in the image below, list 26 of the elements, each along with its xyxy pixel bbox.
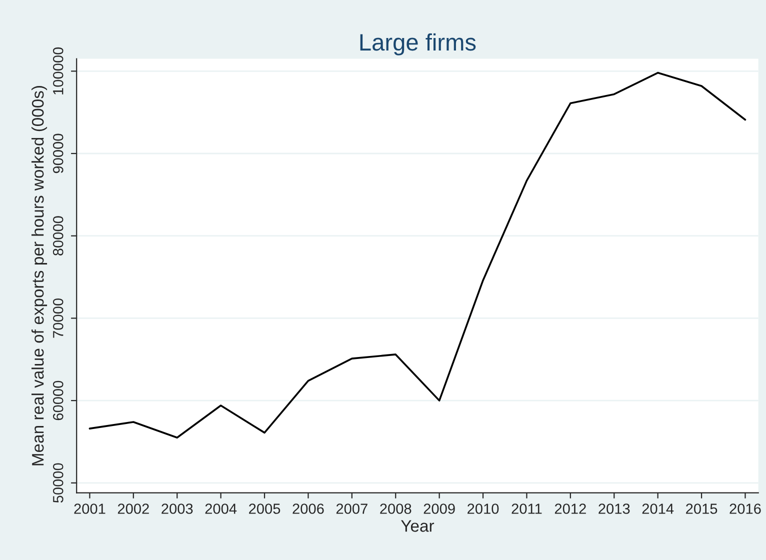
chart-title: Large firms (360, 33, 476, 56)
x-tick-label: 2002 (118, 504, 149, 514)
x-tick-label: 2007 (336, 504, 368, 514)
x-tick-label: 2010 (468, 504, 499, 514)
x-axis-title: Year (400, 520, 434, 532)
y-axis-title: Mean real value of exports per hours worked (000s) (31, 86, 48, 466)
x-tick-label: 2001 (74, 504, 106, 514)
y-tick-label: 80000 (52, 216, 64, 256)
x-tick-label: 2013 (598, 504, 630, 514)
x-tick-label: 2004 (205, 504, 237, 514)
x-tick-label: 2008 (380, 504, 412, 514)
x-tick-label: 2003 (162, 504, 193, 514)
y-tick-label: 70000 (52, 298, 64, 338)
x-tick-label: 2016 (730, 504, 761, 514)
line-series (88, 72, 746, 439)
x-tick-label: 2006 (292, 504, 324, 514)
y-tick-label: 50000 (52, 463, 64, 503)
y-tick-label: 100000 (52, 47, 64, 94)
x-tick-label: 2014 (642, 504, 674, 514)
x-tick-label: 2012 (554, 504, 586, 514)
y-tick-label: 60000 (52, 380, 64, 420)
x-tick-label: 2009 (424, 504, 455, 514)
y-tick-label: 90000 (52, 134, 64, 174)
x-tick-label: 2015 (686, 504, 718, 514)
x-tick-label: 2011 (512, 504, 542, 514)
x-tick-label: 2005 (249, 504, 280, 514)
